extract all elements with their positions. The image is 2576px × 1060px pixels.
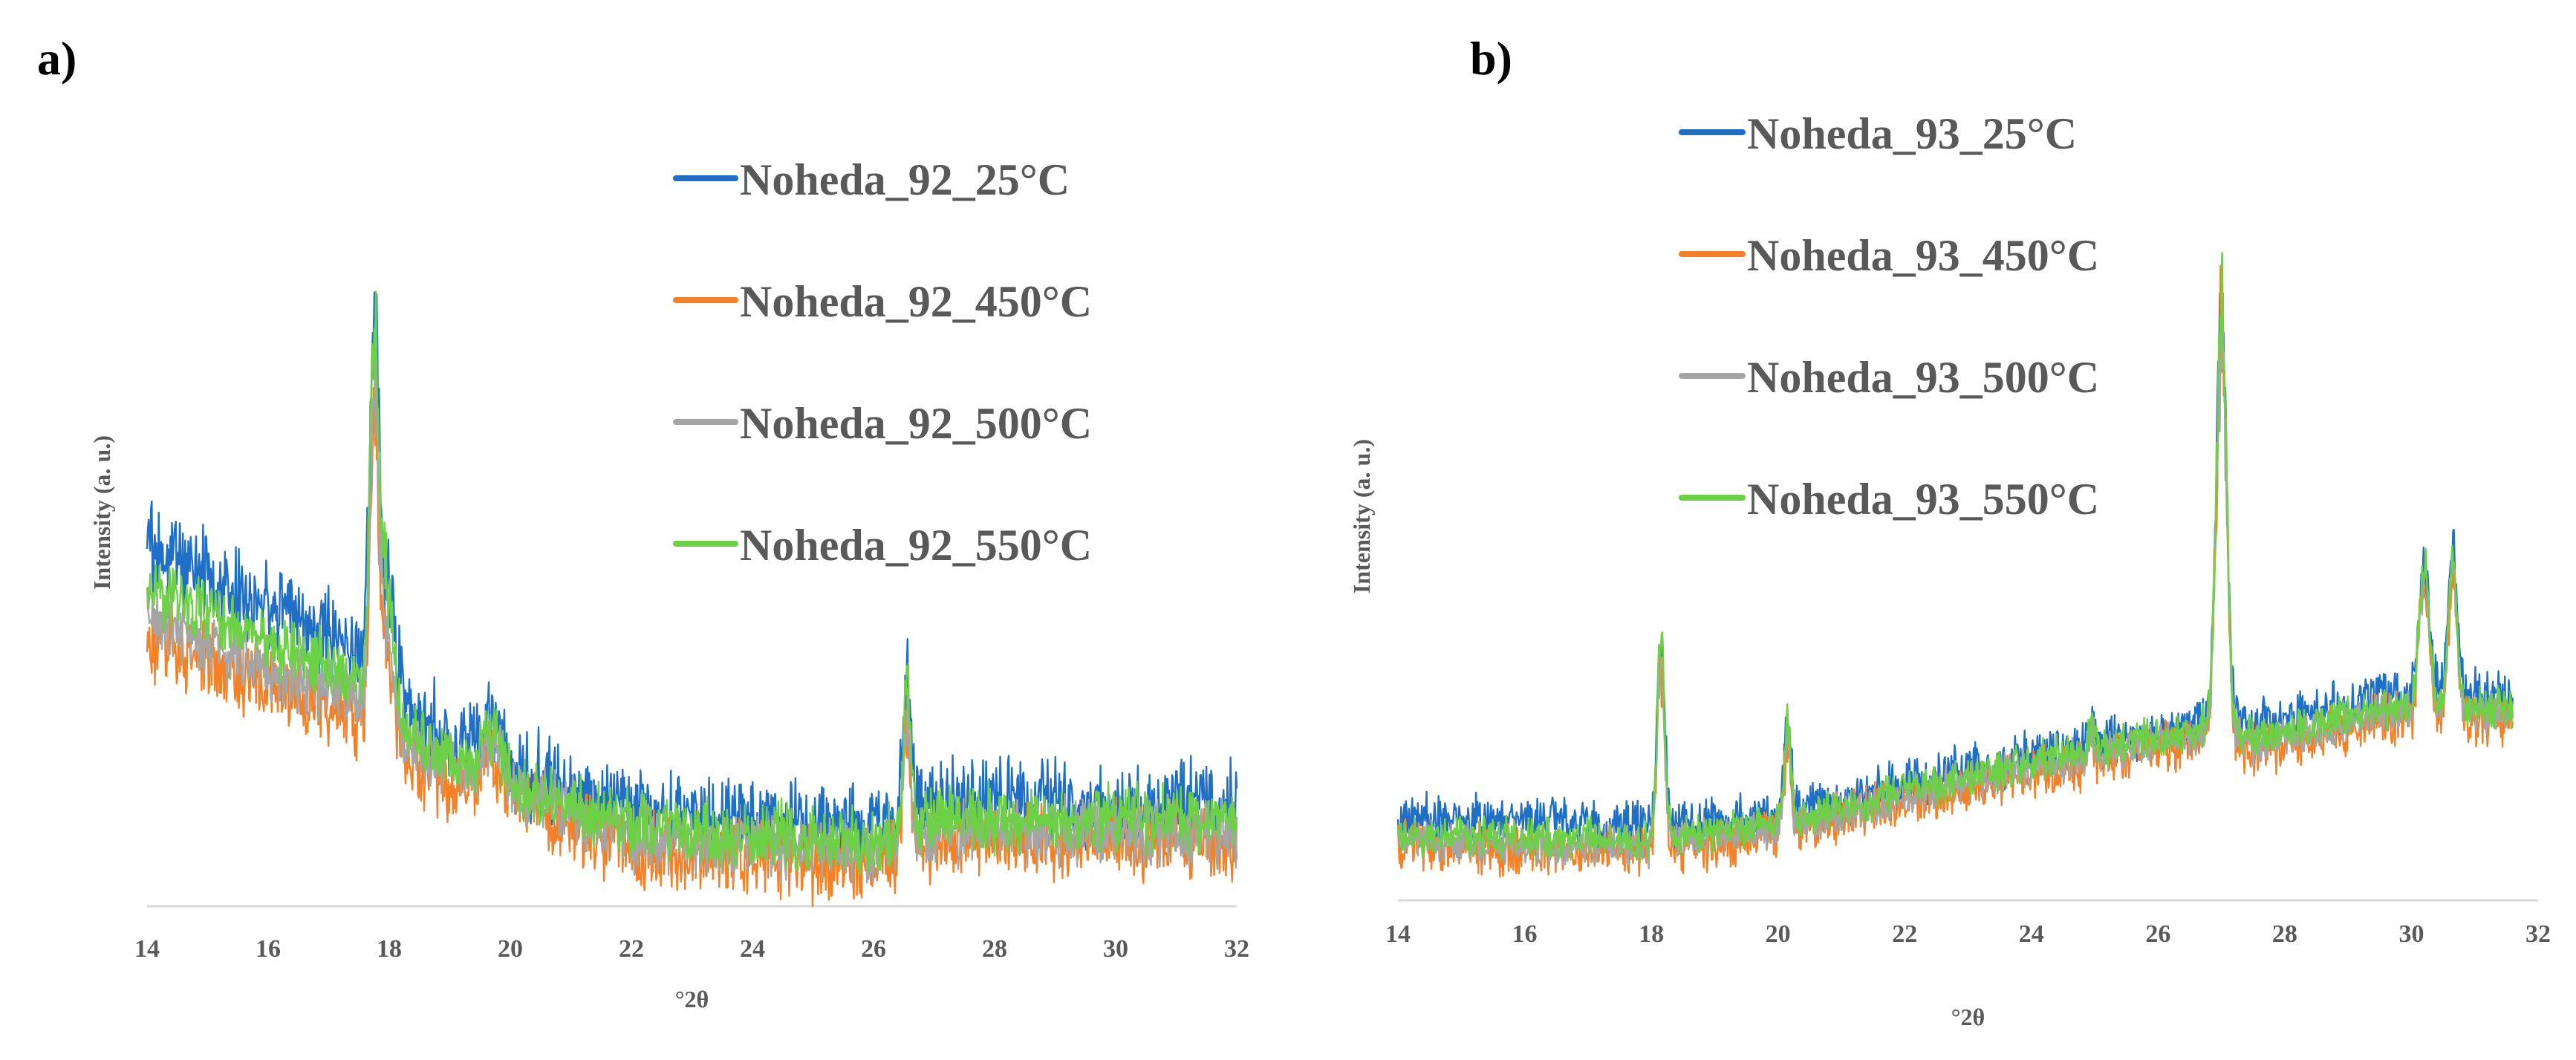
xrd-chart-a: 14 16 18 20 22 24 26 28 30 32 °2θ Intensity (a. u.)…	[88, 155, 1249, 1012]
x-tick-label: 16	[1512, 920, 1538, 948]
legend-label: Noheda_93_450°C	[1747, 231, 2099, 280]
chart-panel-b: b) 14 16 18 20 22 24 26 28 30 32 °2θ Intensity (a. …	[1288, 0, 2576, 1060]
x-tick-label: 20	[1766, 920, 1791, 948]
x-tick-label: 26	[861, 935, 886, 963]
x-tick-label: 14	[134, 935, 160, 963]
x-tick-label: 16	[256, 935, 281, 963]
y-axis-title: Intensity (a. u.)	[1348, 439, 1375, 594]
x-tick-label: 20	[498, 935, 523, 963]
series-line	[1396, 253, 2514, 854]
x-axis-title: °2θ	[1951, 1004, 1985, 1030]
x-axis-title: °2θ	[675, 986, 709, 1012]
x-tick-label: 30	[1103, 935, 1128, 963]
panel-label-a: a)	[37, 32, 77, 85]
x-tick-label: 28	[2272, 920, 2297, 948]
x-tick-label: 22	[1892, 920, 1917, 948]
y-axis-title: Intensity (a. u.)	[88, 435, 115, 590]
legend-label: Noheda_93_25°C	[1747, 109, 2077, 158]
x-tick-label: 18	[1639, 920, 1664, 948]
x-tick-label: 24	[740, 935, 765, 963]
x-tick-label: 32	[1224, 935, 1249, 963]
legend-label: Noheda_92_550°C	[740, 521, 1092, 570]
x-tick-label: 26	[2145, 920, 2170, 948]
x-tick-label: 14	[1385, 920, 1411, 948]
legend-label: Noheda_93_500°C	[1747, 353, 2099, 402]
series-line	[1396, 252, 2514, 863]
x-tick-label: 28	[982, 935, 1007, 963]
x-tick-label: 22	[619, 935, 644, 963]
panel-label-b: b)	[1470, 32, 1512, 85]
xrd-chart-b: 14 16 18 20 22 24 26 28 30 32 °2θ Intensity (a. u.)…	[1348, 109, 2551, 1030]
series-line	[146, 369, 1238, 908]
legend-label: Noheda_92_25°C	[740, 155, 1070, 204]
x-tick-label: 24	[2019, 920, 2044, 948]
series-line	[146, 290, 1238, 876]
x-tick-label: 30	[2398, 920, 2424, 948]
legend-label: Noheda_93_550°C	[1747, 475, 2099, 524]
series-line	[1396, 271, 2514, 870]
x-tick-label: 18	[377, 935, 402, 963]
series-line	[146, 291, 1238, 871]
chart-panel-a: a) 14 16 18 20 22 24 26 28 30 32 °2θ Intensity (a. …	[37, 32, 1249, 1012]
x-tick-label: 32	[2525, 920, 2551, 948]
legend-label: Noheda_92_450°C	[740, 277, 1092, 326]
legend-label: Noheda_92_500°C	[740, 399, 1092, 448]
